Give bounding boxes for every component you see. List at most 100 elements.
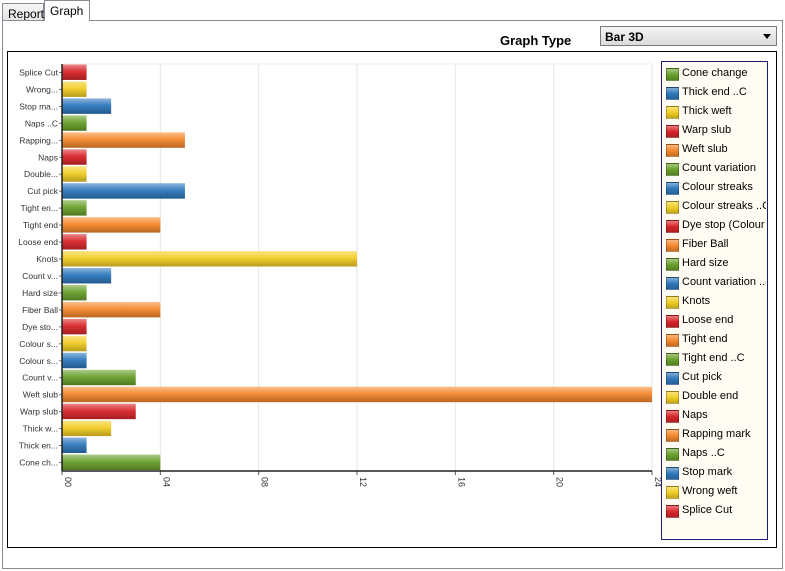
bar	[62, 115, 87, 131]
x-tick-label: 24	[653, 477, 663, 487]
legend-swatch	[666, 144, 679, 157]
y-tick-label: Naps	[38, 152, 58, 162]
legend-label: Colour streaks ..C	[682, 200, 766, 212]
legend-item: Double end	[666, 389, 766, 405]
legend-item: Count variation	[666, 161, 766, 177]
y-tick-label: Warp slub	[20, 407, 58, 417]
legend-label: Tight end ..C	[682, 352, 745, 364]
bar	[62, 268, 112, 284]
legend-label: Knots	[682, 295, 711, 307]
bar	[62, 234, 87, 250]
y-tick-label: Count v...	[22, 271, 58, 281]
y-tick-label: Thick en...	[19, 441, 58, 451]
y-tick-label: Tight en...	[21, 203, 58, 213]
legend-swatch	[666, 87, 679, 100]
x-tick-label: 16	[456, 477, 466, 487]
y-tick-label: Thick w...	[23, 424, 58, 434]
legend-label: Naps	[682, 409, 708, 421]
legend-item: Colour streaks ..C	[666, 199, 766, 215]
chart-legend: Cone change Thick end ..C Thick weft Warp s…	[661, 61, 768, 540]
y-tick-label: Knots	[36, 254, 58, 264]
legend-item: Cut pick	[666, 370, 766, 386]
legend-item: Thick end ..C	[666, 85, 766, 101]
bar	[62, 284, 87, 301]
legend-swatch	[666, 486, 679, 499]
chart-frame	[7, 51, 777, 548]
legend-swatch	[666, 315, 679, 328]
legend-item: Knots	[666, 294, 766, 310]
legend-label: Count variation ..(	[682, 276, 766, 288]
legend-item: Splice Cut	[666, 503, 766, 519]
legend-swatch	[666, 258, 679, 271]
y-tick-label: Count v...	[22, 373, 58, 383]
legend-label: Double end	[682, 390, 739, 402]
legend-swatch	[666, 106, 679, 119]
legend-swatch	[666, 353, 679, 366]
bar	[62, 386, 652, 403]
legend-swatch	[666, 448, 679, 461]
bar	[62, 301, 161, 318]
y-tick-label: Weft slub	[23, 390, 59, 400]
legend-label: Stop mark	[682, 466, 733, 478]
legend-label: Cut pick	[682, 371, 722, 383]
bar	[62, 454, 161, 470]
legend-label: Tight end	[682, 333, 728, 345]
y-tick-label: Naps ..C	[25, 118, 58, 128]
y-tick-label: Double...	[24, 169, 58, 179]
legend-item: Thick weft	[666, 104, 766, 120]
legend-swatch	[666, 410, 679, 423]
legend-item: Warp slub	[666, 123, 766, 139]
legend-item: Weft slub	[666, 142, 766, 158]
bar	[62, 81, 87, 97]
graph-type-selected-value: Bar 3D	[605, 30, 644, 44]
legend-swatch	[666, 296, 679, 309]
bar	[62, 200, 87, 216]
legend-swatch	[666, 163, 679, 176]
x-tick-label: 12	[358, 477, 368, 487]
legend-item: Loose end	[666, 313, 766, 329]
bar	[62, 437, 87, 454]
bar	[62, 183, 185, 199]
graph-type-select[interactable]: Bar 3D	[600, 26, 777, 46]
y-tick-label: Dye sto...	[22, 322, 58, 332]
bar	[62, 420, 112, 437]
bar	[62, 149, 87, 165]
tab-report[interactable]: Report	[2, 3, 44, 21]
y-tick-label: Wrong...	[26, 84, 58, 94]
legend-label: Warp slub	[682, 124, 732, 136]
bar	[62, 369, 136, 386]
legend-label: Fiber Ball	[682, 238, 729, 250]
legend-item: Dye stop (Colour	[666, 218, 766, 234]
y-tick-label: Loose end	[18, 237, 58, 247]
y-tick-label: Colour s...	[19, 356, 58, 366]
legend-swatch	[666, 391, 679, 404]
y-tick-label: Hard size	[22, 288, 58, 298]
bar	[62, 98, 112, 114]
legend-swatch	[666, 220, 679, 233]
chevron-down-icon[interactable]	[763, 34, 771, 39]
legend-item: Tight end ..C	[666, 351, 766, 367]
bar	[62, 352, 87, 369]
legend-item: Naps ..C	[666, 446, 766, 462]
y-tick-label: Tight end	[23, 220, 58, 230]
legend-label: Thick end ..C	[682, 86, 747, 98]
tab-graph[interactable]: Graph	[44, 0, 90, 21]
bar	[62, 166, 87, 182]
legend-label: Cone change	[682, 67, 748, 79]
legend-label: Rapping mark	[682, 428, 751, 440]
legend-item: Fiber Ball	[666, 237, 766, 253]
legend-item: Tight end	[666, 332, 766, 348]
legend-label: Loose end	[682, 314, 734, 326]
legend-label: Naps ..C	[682, 447, 725, 459]
legend-label: Thick weft	[682, 105, 732, 117]
legend-swatch	[666, 182, 679, 195]
bar	[62, 251, 357, 267]
y-tick-label: Rapping...	[19, 135, 58, 145]
legend-swatch	[666, 277, 679, 290]
y-tick-label: Fiber Ball	[22, 305, 58, 315]
y-tick-label: Colour s...	[19, 339, 58, 349]
graph-tab-pane	[2, 20, 783, 569]
legend-swatch	[666, 372, 679, 385]
graph-type-label: Graph Type	[500, 33, 572, 48]
